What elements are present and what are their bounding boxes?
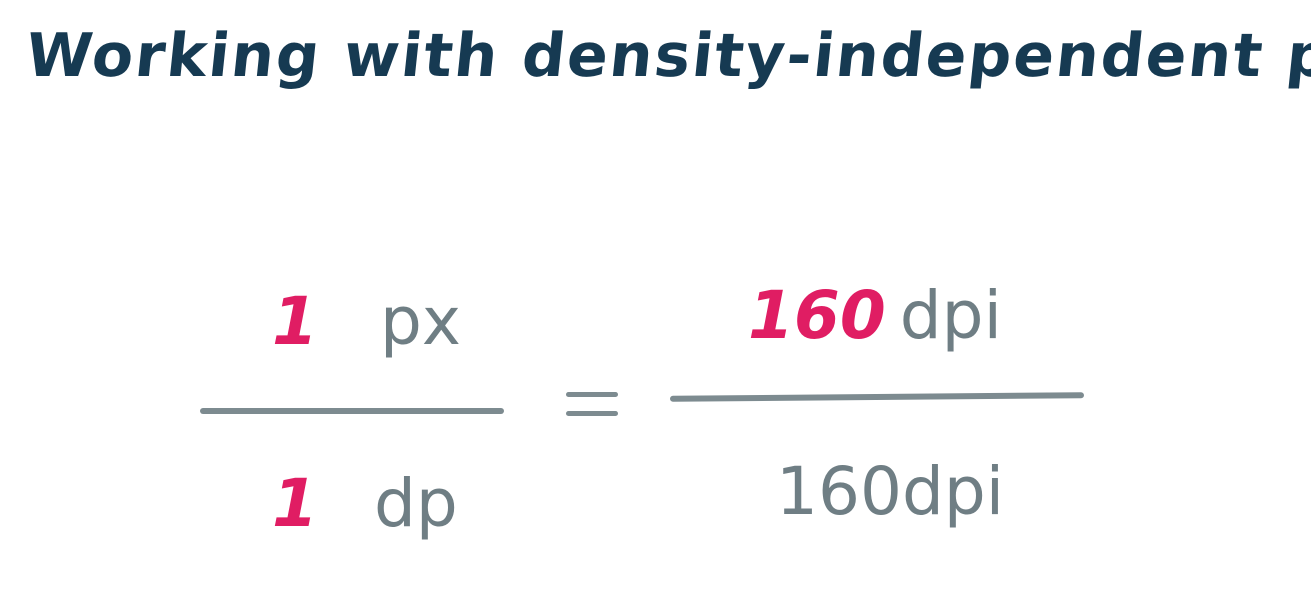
- left-denominator: 1 dp: [272, 464, 458, 544]
- left-denominator-number: 1: [272, 465, 318, 542]
- left-numerator-unit: px: [379, 283, 461, 360]
- page-title: Working with density-independent pixels: [22, 21, 1311, 91]
- right-numerator-unit: dpi: [899, 277, 1002, 354]
- right-numerator: 160 dpi: [748, 276, 1002, 356]
- right-fraction-bar: [669, 392, 1085, 402]
- right-denominator: 160dpi: [776, 453, 1005, 530]
- left-numerator: 1 px: [272, 282, 461, 362]
- left-fraction-bar: [200, 408, 504, 414]
- right-numerator-number: 160: [748, 277, 886, 354]
- left-numerator-number: 1: [272, 283, 318, 360]
- left-denominator-unit: dp: [373, 465, 458, 542]
- equals-sign: [566, 392, 618, 430]
